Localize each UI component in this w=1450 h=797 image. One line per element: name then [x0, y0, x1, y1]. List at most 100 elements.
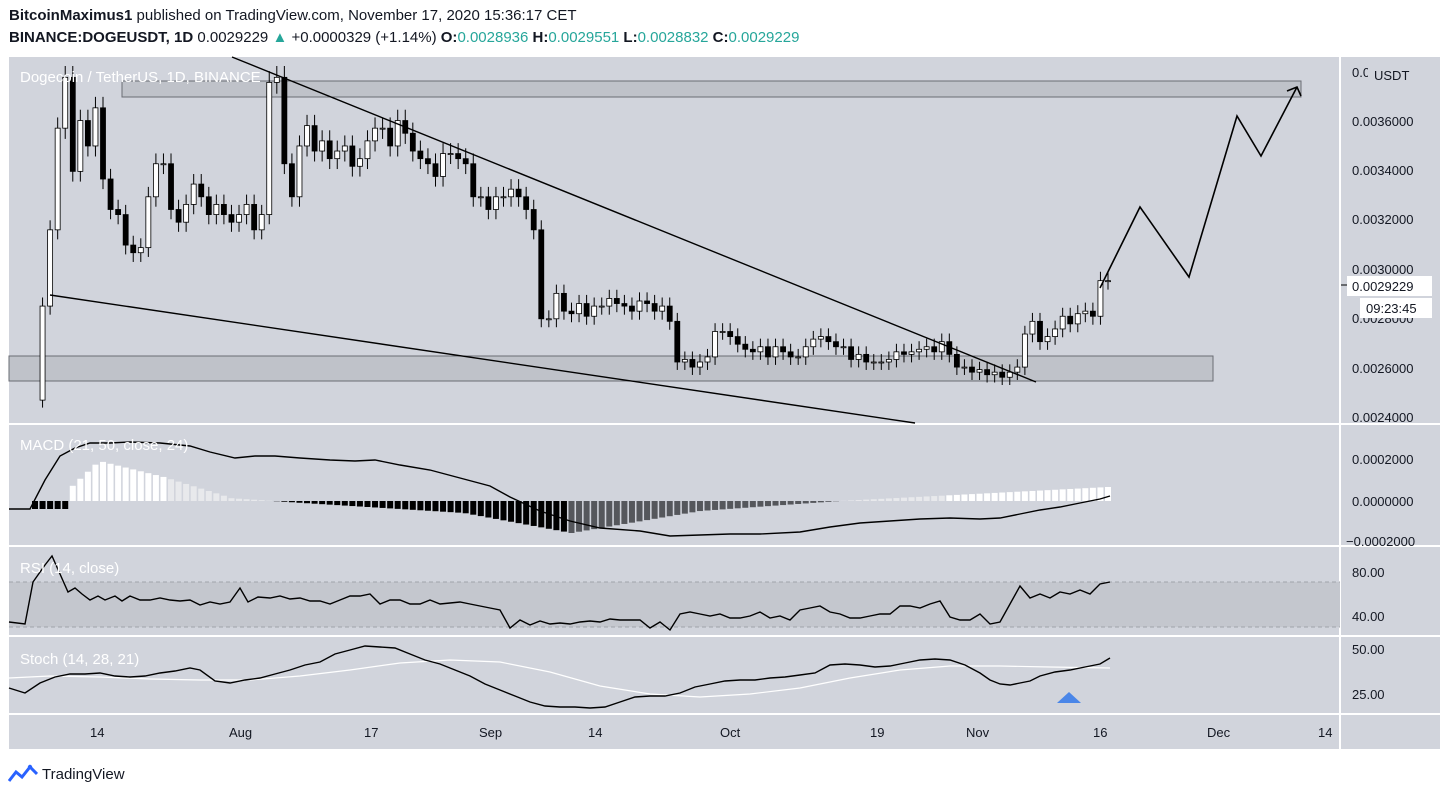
candle[interactable] — [508, 188, 514, 198]
candle[interactable] — [727, 331, 734, 337]
candle[interactable] — [810, 338, 817, 348]
candle[interactable] — [553, 292, 560, 320]
candle[interactable] — [62, 76, 69, 129]
author-name[interactable]: BitcoinMaximus1 — [9, 7, 133, 24]
candle[interactable] — [470, 163, 477, 198]
candle[interactable] — [530, 209, 537, 231]
candle[interactable] — [848, 346, 854, 360]
candle[interactable] — [1067, 315, 1074, 325]
candle[interactable] — [780, 346, 786, 353]
candle[interactable] — [969, 366, 975, 373]
candle[interactable] — [145, 196, 152, 249]
candle[interactable] — [863, 353, 870, 363]
candle[interactable] — [931, 346, 938, 353]
candle[interactable] — [349, 145, 356, 167]
candle[interactable] — [772, 346, 779, 358]
candle[interactable] — [1105, 280, 1111, 283]
candle[interactable] — [432, 163, 439, 177]
candle[interactable] — [833, 341, 839, 348]
candle[interactable] — [77, 120, 84, 172]
candle[interactable] — [198, 183, 205, 198]
candle[interactable] — [1074, 313, 1081, 325]
candle[interactable] — [137, 247, 144, 254]
candle[interactable] — [697, 361, 703, 368]
candle[interactable] — [281, 76, 288, 165]
candle[interactable] — [311, 125, 318, 152]
candle[interactable] — [205, 196, 212, 215]
buy-signal-marker-icon[interactable] — [1057, 692, 1081, 703]
candle[interactable] — [372, 127, 378, 142]
candle[interactable] — [523, 196, 530, 210]
candle[interactable] — [236, 214, 242, 223]
candle[interactable] — [719, 331, 726, 333]
candle[interactable] — [387, 127, 394, 147]
candle[interactable] — [704, 356, 711, 363]
candle[interactable] — [334, 150, 341, 160]
candle[interactable] — [825, 336, 832, 343]
candle[interactable] — [379, 127, 386, 130]
candle[interactable] — [984, 369, 990, 376]
candle[interactable] — [817, 336, 824, 340]
candle[interactable] — [1006, 371, 1013, 378]
candle[interactable] — [364, 140, 371, 160]
candle[interactable] — [878, 361, 885, 364]
candle[interactable] — [160, 163, 167, 166]
candle[interactable] — [266, 82, 273, 215]
candle[interactable] — [538, 229, 545, 320]
price-axis[interactable] — [1340, 57, 1440, 713]
candle[interactable] — [659, 305, 666, 312]
candle[interactable] — [289, 163, 295, 198]
candle[interactable] — [425, 158, 431, 165]
candle[interactable] — [213, 204, 220, 215]
candle[interactable] — [84, 120, 91, 147]
candle[interactable] — [666, 305, 673, 322]
candle[interactable] — [455, 153, 462, 160]
candle[interactable] — [961, 366, 968, 369]
candle[interactable] — [47, 229, 54, 307]
time-axis[interactable] — [9, 715, 1440, 749]
candle[interactable] — [855, 353, 862, 360]
candle[interactable] — [54, 127, 61, 231]
candle[interactable] — [183, 204, 190, 223]
candle[interactable] — [447, 153, 454, 155]
candle[interactable] — [500, 196, 507, 199]
support-zone[interactable] — [8, 355, 1214, 382]
descending-trendline[interactable] — [231, 56, 1037, 383]
candle[interactable] — [681, 359, 688, 363]
candle[interactable] — [916, 348, 922, 353]
candle[interactable] — [923, 346, 930, 350]
candle[interactable] — [1044, 336, 1051, 343]
candle[interactable] — [870, 361, 877, 364]
candle[interactable] — [606, 298, 613, 307]
candle[interactable] — [576, 303, 582, 315]
candle[interactable] — [485, 196, 492, 210]
candle[interactable] — [39, 305, 46, 401]
candle[interactable] — [893, 351, 900, 360]
candle[interactable] — [908, 351, 915, 355]
candle[interactable] — [613, 298, 620, 304]
candle[interactable] — [341, 145, 348, 152]
lower-wedge-line[interactable] — [49, 294, 916, 424]
candle[interactable] — [221, 204, 227, 215]
candle[interactable] — [228, 214, 235, 223]
candle[interactable] — [153, 163, 159, 198]
candle[interactable] — [115, 209, 122, 215]
candle[interactable] — [258, 214, 265, 231]
candle[interactable] — [757, 346, 764, 353]
stoch-pane[interactable] — [9, 637, 1340, 713]
candle[interactable] — [175, 209, 182, 223]
candle[interactable] — [326, 140, 333, 160]
candle[interactable] — [734, 336, 741, 345]
candle[interactable] — [840, 346, 847, 349]
current-price-badge[interactable] — [1347, 276, 1432, 296]
candle[interactable] — [999, 371, 1006, 378]
candle[interactable] — [69, 76, 76, 172]
candle[interactable] — [765, 346, 771, 358]
candle[interactable] — [515, 188, 522, 198]
candle[interactable] — [273, 76, 280, 83]
candle[interactable] — [598, 305, 605, 308]
candle[interactable] — [1059, 315, 1066, 330]
candle[interactable] — [357, 158, 363, 167]
candle[interactable] — [1014, 366, 1021, 373]
